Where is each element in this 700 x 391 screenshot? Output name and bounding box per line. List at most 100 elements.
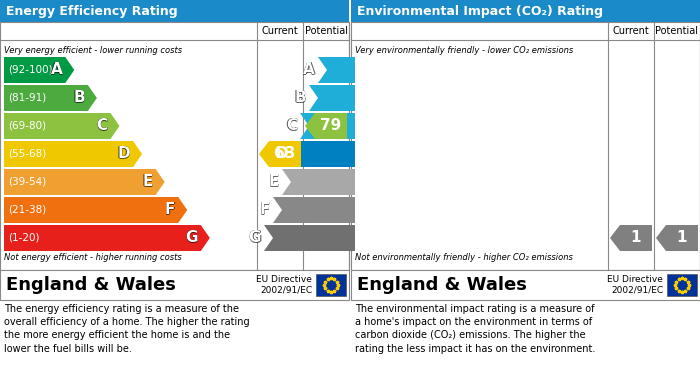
Text: C: C bbox=[286, 119, 297, 134]
Text: G: G bbox=[249, 231, 261, 246]
Text: E: E bbox=[268, 174, 279, 190]
Bar bbox=[667, 274, 697, 296]
Polygon shape bbox=[318, 57, 355, 83]
Bar bbox=[351, 270, 700, 300]
Text: (55-68): (55-68) bbox=[359, 149, 398, 159]
Text: D: D bbox=[275, 147, 288, 162]
Text: G: G bbox=[186, 230, 198, 245]
Text: Not energy efficient - higher running costs: Not energy efficient - higher running co… bbox=[4, 253, 182, 262]
Text: B: B bbox=[295, 90, 306, 105]
Text: E: E bbox=[142, 174, 152, 190]
Text: B: B bbox=[73, 90, 85, 106]
Text: (92-100): (92-100) bbox=[8, 65, 52, 75]
Text: (21-38): (21-38) bbox=[8, 205, 46, 215]
Text: England & Wales: England & Wales bbox=[6, 276, 176, 294]
Text: Very environmentally friendly - lower CO₂ emissions: Very environmentally friendly - lower CO… bbox=[355, 46, 573, 55]
Text: B: B bbox=[294, 90, 306, 106]
Text: England & Wales: England & Wales bbox=[357, 276, 527, 294]
Text: G: G bbox=[248, 230, 261, 245]
Polygon shape bbox=[259, 141, 301, 167]
Text: 1: 1 bbox=[631, 231, 641, 246]
Text: D: D bbox=[118, 146, 130, 161]
Text: C: C bbox=[286, 118, 297, 133]
Polygon shape bbox=[282, 169, 355, 195]
Text: F: F bbox=[259, 203, 270, 217]
Text: B: B bbox=[295, 90, 307, 106]
Text: (69-80): (69-80) bbox=[8, 121, 46, 131]
Text: B: B bbox=[74, 90, 85, 106]
Text: E: E bbox=[269, 174, 279, 190]
Text: A: A bbox=[50, 63, 62, 77]
Text: Current: Current bbox=[262, 26, 298, 36]
Polygon shape bbox=[4, 85, 97, 111]
Text: EU Directive
2002/91/EC: EU Directive 2002/91/EC bbox=[607, 275, 663, 295]
Text: G: G bbox=[248, 231, 261, 246]
Text: F: F bbox=[165, 203, 176, 217]
Text: F: F bbox=[260, 203, 270, 217]
Text: EU Directive
2002/91/EC: EU Directive 2002/91/EC bbox=[256, 275, 312, 295]
Text: B: B bbox=[74, 90, 85, 105]
Bar bbox=[351, 0, 700, 22]
Text: (81-91): (81-91) bbox=[8, 93, 46, 103]
Text: D: D bbox=[118, 147, 130, 161]
Polygon shape bbox=[264, 225, 355, 251]
Polygon shape bbox=[4, 57, 74, 83]
Text: G: G bbox=[248, 231, 261, 246]
Text: B: B bbox=[295, 91, 306, 106]
Text: C: C bbox=[286, 118, 297, 133]
Text: D: D bbox=[275, 146, 288, 161]
Text: D: D bbox=[117, 147, 130, 161]
Text: F: F bbox=[260, 203, 270, 218]
Polygon shape bbox=[273, 197, 355, 223]
Text: E: E bbox=[269, 175, 279, 190]
Text: (55-68): (55-68) bbox=[8, 149, 46, 159]
Text: A: A bbox=[50, 63, 62, 78]
Polygon shape bbox=[4, 113, 120, 139]
Text: G: G bbox=[185, 231, 197, 246]
Text: (1-20): (1-20) bbox=[8, 233, 39, 243]
Text: E: E bbox=[269, 174, 279, 189]
Polygon shape bbox=[309, 85, 355, 111]
Bar bbox=[0, 0, 349, 22]
Text: A: A bbox=[303, 62, 315, 77]
Text: G: G bbox=[186, 231, 198, 246]
Text: A: A bbox=[303, 63, 314, 77]
Text: A: A bbox=[50, 63, 62, 77]
Text: A: A bbox=[303, 63, 315, 77]
Text: E: E bbox=[269, 174, 279, 190]
Text: B: B bbox=[74, 90, 85, 106]
Text: (39-54): (39-54) bbox=[359, 177, 398, 187]
Text: A: A bbox=[50, 62, 62, 77]
Text: (21-38): (21-38) bbox=[359, 205, 398, 215]
Text: C: C bbox=[96, 118, 107, 133]
Text: C: C bbox=[97, 118, 108, 133]
Text: The energy efficiency rating is a measure of the
overall efficiency of a home. T: The energy efficiency rating is a measur… bbox=[4, 304, 250, 353]
Polygon shape bbox=[4, 169, 164, 195]
Polygon shape bbox=[4, 141, 142, 167]
Text: F: F bbox=[164, 203, 175, 217]
Text: C: C bbox=[97, 118, 108, 133]
Text: F: F bbox=[260, 202, 270, 217]
Text: G: G bbox=[248, 231, 260, 246]
Text: D: D bbox=[118, 147, 130, 161]
Text: E: E bbox=[142, 174, 153, 190]
Text: B: B bbox=[74, 91, 85, 106]
Polygon shape bbox=[300, 113, 355, 139]
Text: G: G bbox=[186, 231, 198, 246]
Text: (69-80): (69-80) bbox=[359, 121, 397, 131]
Polygon shape bbox=[305, 113, 347, 139]
Text: F: F bbox=[165, 203, 175, 218]
Text: B: B bbox=[295, 90, 306, 106]
Text: E: E bbox=[143, 174, 153, 190]
Text: (92-100): (92-100) bbox=[359, 65, 404, 75]
Text: (81-91): (81-91) bbox=[359, 93, 398, 103]
Text: F: F bbox=[165, 203, 175, 217]
Text: Current: Current bbox=[612, 26, 650, 36]
Polygon shape bbox=[4, 225, 210, 251]
Text: G: G bbox=[186, 231, 198, 246]
Text: E: E bbox=[142, 175, 153, 190]
Text: C: C bbox=[286, 118, 297, 133]
Polygon shape bbox=[610, 225, 652, 251]
Text: D: D bbox=[275, 147, 288, 161]
Text: D: D bbox=[275, 147, 288, 161]
